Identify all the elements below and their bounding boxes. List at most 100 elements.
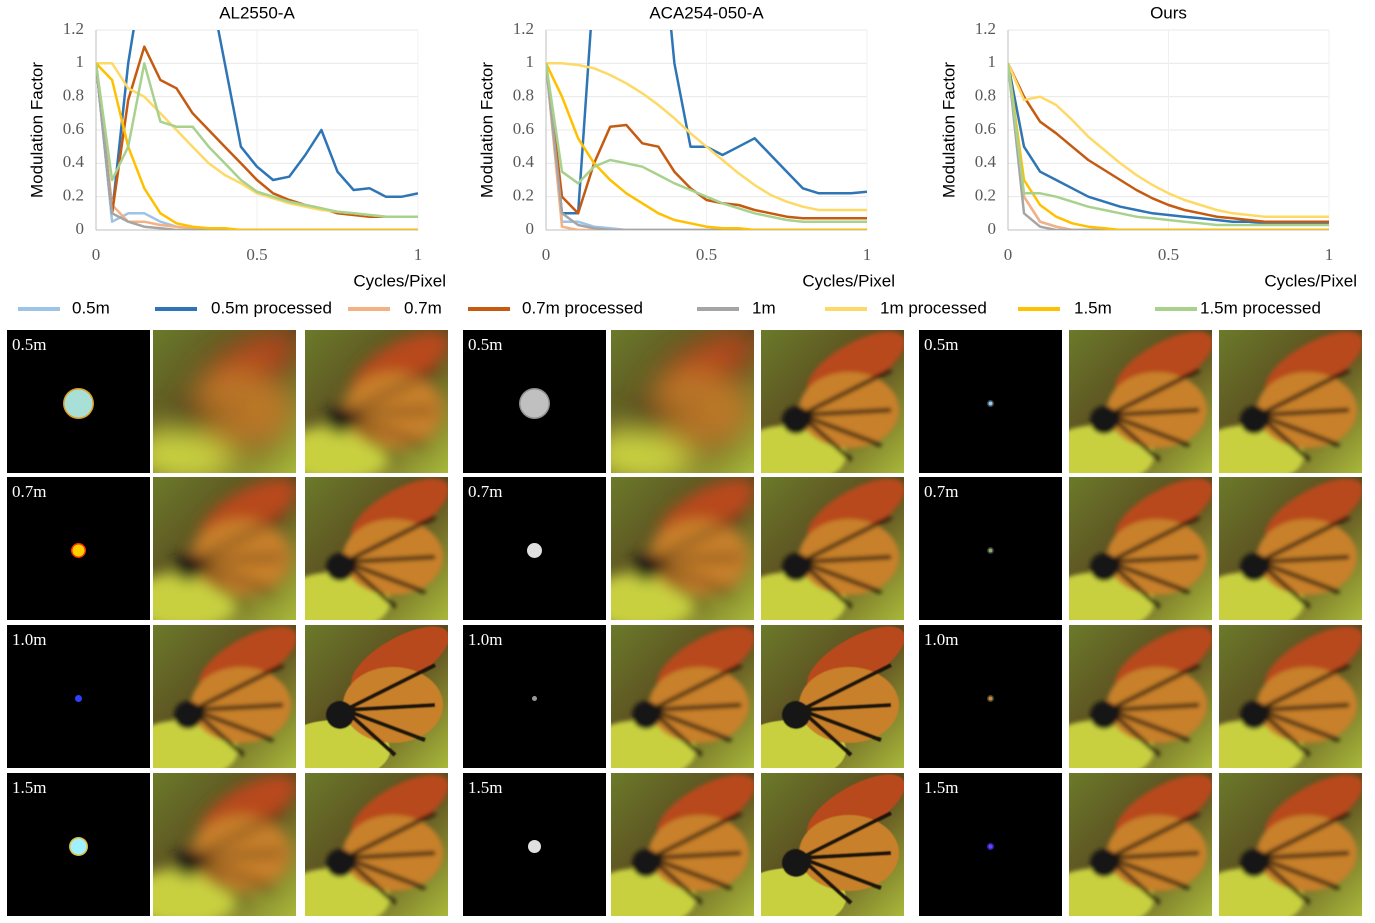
row-label: 0.7m xyxy=(468,482,502,501)
photo xyxy=(611,773,754,916)
photo xyxy=(611,330,754,473)
series-line: 1m xyxy=(546,63,867,230)
legend-label: 0.5m xyxy=(72,298,110,317)
psf-spot xyxy=(988,696,993,701)
photo-content xyxy=(305,774,448,916)
veins xyxy=(799,515,892,609)
photo xyxy=(305,773,448,916)
x-axis-label: Cycles/Pixel xyxy=(1264,271,1357,290)
psf-spot xyxy=(70,838,87,855)
y-tick-label: 1.2 xyxy=(513,19,534,38)
photo xyxy=(611,625,754,768)
photo-content xyxy=(305,478,448,620)
wing xyxy=(649,667,749,743)
photo-content xyxy=(611,478,754,620)
wing xyxy=(799,815,899,891)
photo-content xyxy=(1219,774,1362,916)
body xyxy=(326,553,354,581)
veins xyxy=(649,368,742,462)
body xyxy=(174,701,202,729)
legend-label: 1m processed xyxy=(880,298,987,317)
body xyxy=(1240,701,1268,729)
y-tick-label: 1.2 xyxy=(975,19,996,38)
body xyxy=(1090,553,1118,581)
series-line: 0.7m processed xyxy=(546,63,867,220)
photo xyxy=(761,773,904,916)
body xyxy=(326,701,354,729)
photo-content xyxy=(305,331,448,473)
row-label: 1.5m xyxy=(468,778,502,797)
photo xyxy=(611,477,754,620)
veins xyxy=(1257,663,1350,757)
body xyxy=(1090,849,1118,877)
psf-spot xyxy=(988,401,993,406)
row-label: 0.7m xyxy=(12,482,46,501)
chart-title: Ours xyxy=(1150,3,1187,22)
photo xyxy=(1069,625,1212,768)
y-tick-label: 1.2 xyxy=(63,19,84,38)
photo-content xyxy=(153,331,296,473)
photo xyxy=(1219,477,1362,620)
y-tick-label: 1 xyxy=(988,52,997,71)
y-tick-label: 0.4 xyxy=(513,152,535,171)
photo-content xyxy=(761,626,904,768)
series-line xyxy=(96,45,418,218)
veins xyxy=(343,811,436,905)
row-label: 1.0m xyxy=(468,630,502,649)
psf-spot xyxy=(64,389,93,418)
series-line: 1.5m processed xyxy=(1008,63,1329,227)
wing xyxy=(1257,667,1357,743)
y-tick-label: 0.2 xyxy=(63,186,84,205)
photo xyxy=(1219,330,1362,473)
veins xyxy=(649,811,742,905)
veins xyxy=(1107,811,1200,905)
series-line: 1.5m xyxy=(546,62,867,230)
wing xyxy=(649,815,749,891)
photo xyxy=(153,625,296,768)
photo xyxy=(1069,477,1212,620)
veins xyxy=(1107,663,1200,757)
veins xyxy=(1257,515,1350,609)
series-line: 0.5m xyxy=(546,63,867,230)
photo-content xyxy=(153,626,296,768)
photo-content xyxy=(1069,774,1212,916)
x-axis-label: Cycles/Pixel xyxy=(353,271,446,290)
body xyxy=(632,701,660,729)
photo xyxy=(153,477,296,620)
photo-content xyxy=(761,331,904,473)
legend-label: 0.7m processed xyxy=(522,298,643,317)
y-tick-label: 0.6 xyxy=(975,119,996,138)
y-tick-label: 1 xyxy=(76,52,85,71)
row-label: 1.5m xyxy=(12,778,46,797)
legend-label: 1.5m processed xyxy=(1200,298,1321,317)
wing xyxy=(343,372,443,448)
veins xyxy=(1257,368,1350,462)
veins xyxy=(649,663,742,757)
body xyxy=(1240,849,1268,877)
wing xyxy=(343,667,443,743)
body xyxy=(782,849,810,877)
photo xyxy=(305,625,448,768)
wing xyxy=(1257,372,1357,448)
row-label: 1.0m xyxy=(924,630,958,649)
y-tick-label: 0.8 xyxy=(975,86,996,105)
y-tick-label: 0.8 xyxy=(513,86,534,105)
x-tick-label: 1 xyxy=(414,245,423,264)
photo-content xyxy=(1069,331,1212,473)
veins xyxy=(1107,368,1200,462)
photo-content xyxy=(761,774,904,916)
wing xyxy=(191,372,291,448)
x-tick-label: 0.5 xyxy=(246,245,267,264)
body xyxy=(174,849,202,877)
photo xyxy=(153,330,296,473)
body xyxy=(1240,553,1268,581)
photo-content xyxy=(1219,478,1362,620)
wing xyxy=(1107,815,1207,891)
y-tick-label: 0 xyxy=(988,219,997,238)
photo-content xyxy=(611,626,754,768)
series-line: 1m processed xyxy=(546,62,867,212)
wing xyxy=(1257,815,1357,891)
psf-spot xyxy=(533,697,536,700)
x-tick-label: 0.5 xyxy=(696,245,717,264)
body xyxy=(632,849,660,877)
